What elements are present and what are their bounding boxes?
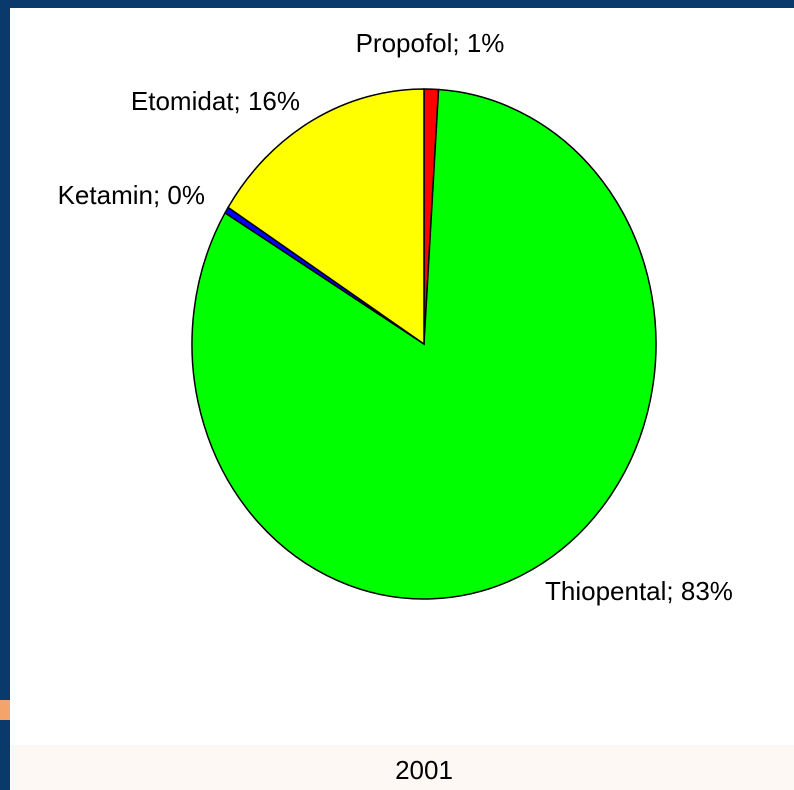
slice-label: Etomidat; 16% (131, 86, 300, 116)
chart-title: 2001 (395, 755, 453, 785)
pie-slice (227, 88, 425, 346)
title-band (10, 745, 794, 790)
slice-label: Propofol; 1% (356, 28, 505, 58)
slice-label: Thiopental; 83% (545, 576, 733, 606)
slice-label: Ketamin; 0% (58, 180, 205, 210)
accent (0, 700, 10, 720)
